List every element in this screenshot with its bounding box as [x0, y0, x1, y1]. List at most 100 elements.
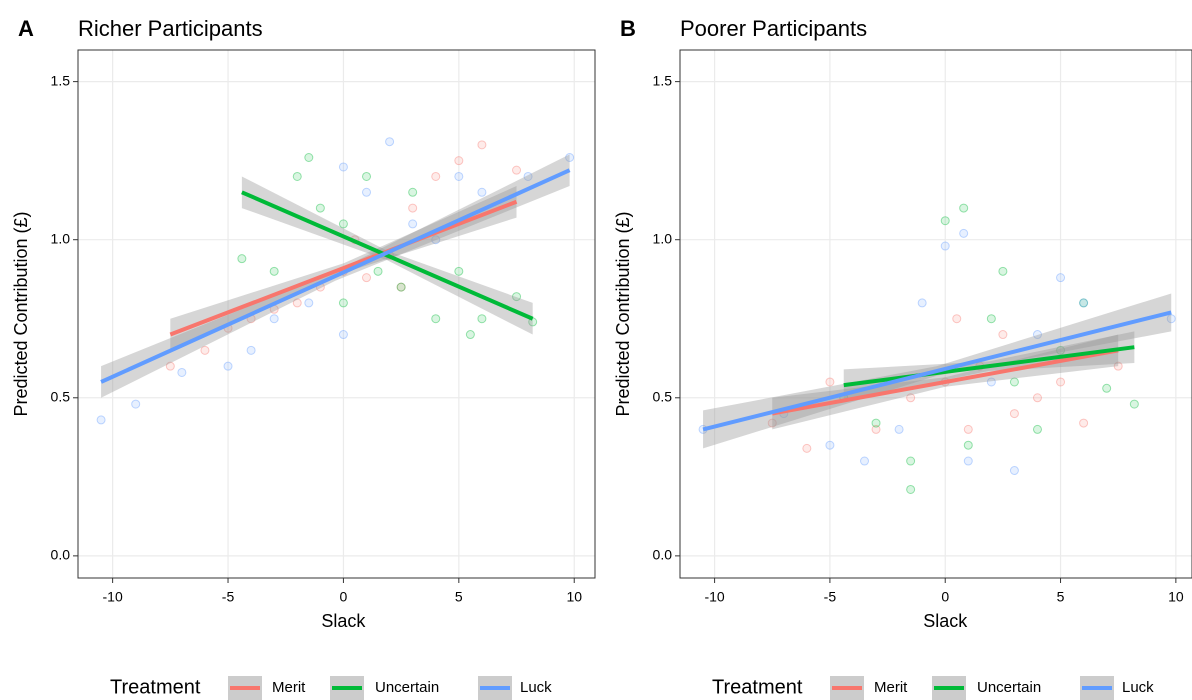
point [408, 187, 418, 197]
y-tick-label: 1.5 [51, 72, 71, 88]
point [292, 171, 302, 181]
y-axis-label: Predicted Contribution (£) [613, 211, 633, 416]
point [373, 266, 383, 276]
point [362, 273, 372, 283]
plot-area [96, 137, 575, 425]
plot-area [698, 203, 1176, 494]
point [802, 443, 812, 453]
fit-line [843, 345, 1135, 388]
point [431, 235, 441, 245]
legend-label: Merit [272, 679, 306, 696]
point [223, 361, 233, 371]
x-tick-label: -10 [704, 589, 724, 605]
point [385, 137, 395, 147]
point [998, 266, 1008, 276]
point [860, 456, 870, 466]
x-tick-label: 10 [1168, 589, 1184, 605]
point [1113, 361, 1123, 371]
point [917, 298, 927, 308]
point [269, 314, 279, 324]
plot-background [78, 50, 595, 578]
legend-label: Uncertain [977, 679, 1041, 696]
point [906, 456, 916, 466]
x-tick-label: -5 [222, 589, 235, 605]
point [825, 440, 835, 450]
point [269, 266, 279, 276]
point [906, 484, 916, 494]
legend-label: Luck [520, 679, 552, 696]
point [200, 345, 210, 355]
panel-label: A [18, 16, 34, 41]
legend-title: Treatment [712, 676, 803, 698]
point [940, 241, 950, 251]
point [454, 266, 464, 276]
point [304, 298, 314, 308]
point [431, 171, 441, 181]
y-tick-label: 0.0 [51, 547, 71, 563]
fit-line [169, 199, 518, 337]
panel: 0.0 0.5 1.0 1.5 -10 -5 0 5 10 A Richer Participant… [11, 16, 596, 700]
point [1009, 409, 1019, 419]
fit-line [241, 190, 534, 321]
point [940, 216, 950, 226]
point [338, 330, 348, 340]
point [1056, 377, 1066, 387]
point [825, 377, 835, 387]
x-tick-label: 5 [455, 589, 463, 605]
x-tick-label: 0 [340, 589, 348, 605]
point [96, 415, 106, 425]
point [408, 219, 418, 229]
y-axis-label: Predicted Contribution (£) [11, 211, 31, 416]
y-tick-label: 1.0 [51, 230, 71, 246]
x-tick-label: 10 [566, 589, 582, 605]
point [396, 282, 406, 292]
fit-line [702, 310, 1172, 432]
point [959, 203, 969, 213]
plot-background [680, 50, 1192, 578]
y-tick-label: 1.0 [653, 230, 673, 246]
point [304, 152, 314, 162]
point [477, 187, 487, 197]
legend-label: Luck [1122, 679, 1154, 696]
x-tick-label: 5 [1057, 589, 1065, 605]
panel-label: B [620, 16, 636, 41]
point [454, 171, 464, 181]
legend-label: Uncertain [375, 679, 439, 696]
point [1056, 273, 1066, 283]
fit-line [771, 348, 1119, 416]
point [1009, 466, 1019, 476]
point [338, 298, 348, 308]
point [1032, 330, 1042, 340]
point [1102, 383, 1112, 393]
point [952, 314, 962, 324]
point [131, 399, 141, 409]
point [871, 418, 881, 428]
x-tick-label: 0 [941, 589, 949, 605]
point [767, 418, 777, 428]
chart-title: Poorer Participants [680, 16, 867, 41]
panel: 0.0 0.5 1.0 1.5 -10 -5 0 5 10 B Poorer Participant… [613, 16, 1192, 700]
point [177, 367, 187, 377]
x-tick-label: -10 [103, 589, 123, 605]
point [963, 440, 973, 450]
x-axis-label: Slack [321, 611, 366, 631]
point [477, 314, 487, 324]
point [1032, 393, 1042, 403]
point [315, 203, 325, 213]
legend-title: Treatment [110, 676, 201, 698]
y-tick-label: 0.0 [653, 547, 673, 563]
point [408, 203, 418, 213]
point [523, 171, 533, 181]
plot-border [679, 49, 1192, 579]
point [871, 424, 881, 434]
point [292, 298, 302, 308]
y-tick-label: 0.5 [653, 388, 673, 404]
y-tick-label: 1.5 [653, 72, 673, 88]
legend-label: Merit [874, 679, 908, 696]
point [338, 162, 348, 172]
point [362, 187, 372, 197]
point [512, 165, 522, 175]
point [1166, 314, 1176, 324]
point [1032, 424, 1042, 434]
y-tick-label: 0.5 [51, 388, 71, 404]
